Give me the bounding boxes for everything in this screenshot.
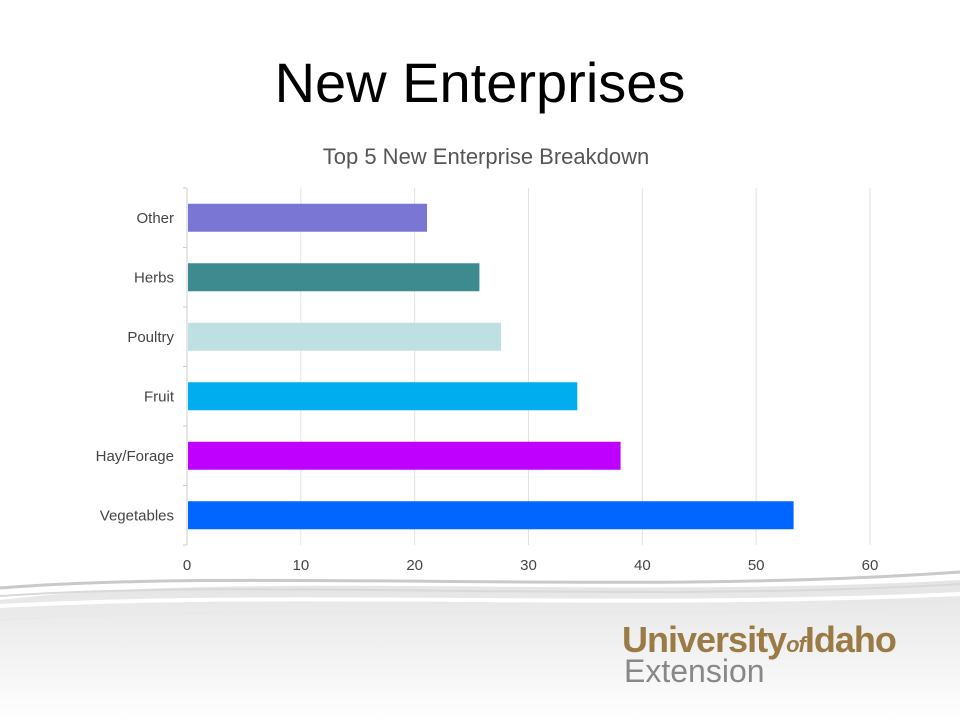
axes — [183, 187, 188, 546]
bar — [188, 501, 794, 530]
footer-swoosh-decoration — [0, 570, 960, 720]
category-label: Other — [136, 210, 174, 227]
bar — [188, 263, 480, 292]
x-tick-label: 0 — [183, 557, 191, 574]
logo-university-text: UniversityofIdaho — [622, 619, 897, 660]
category-label: Herbs — [134, 269, 174, 286]
x-tick-label: 40 — [634, 557, 651, 574]
logo-extension-text: Extension — [624, 653, 765, 689]
x-tick-label: 10 — [292, 557, 309, 574]
category-label: Fruit — [144, 388, 175, 405]
bar — [188, 441, 621, 470]
bar — [188, 322, 502, 351]
category-label: Vegetables — [100, 507, 174, 524]
category-label: Hay/Forage — [96, 448, 174, 465]
bar-chart: Other Herbs Poultry Fruit Hay/Forage Vegetabl… — [96, 187, 879, 574]
category-labels: Other Herbs Poultry Fruit Hay/Forage Vegetabl… — [96, 210, 175, 525]
x-tick-labels: 0 10 20 30 40 50 60 — [183, 557, 879, 574]
x-tick-label: 60 — [862, 557, 879, 574]
x-tick-label: 30 — [520, 557, 537, 574]
bar — [188, 382, 578, 411]
category-label: Poultry — [127, 329, 174, 346]
bar — [188, 203, 428, 232]
university-of-idaho-extension-logo: UniversityofIdaho Extension — [622, 619, 942, 689]
x-tick-label: 50 — [748, 557, 765, 574]
chart-title: Top 5 New Enterprise Breakdown — [322, 144, 650, 169]
bars — [188, 203, 794, 530]
x-tick-label: 20 — [406, 557, 423, 574]
grid-lines — [300, 188, 871, 545]
slide-title: New Enterprises — [274, 51, 686, 114]
